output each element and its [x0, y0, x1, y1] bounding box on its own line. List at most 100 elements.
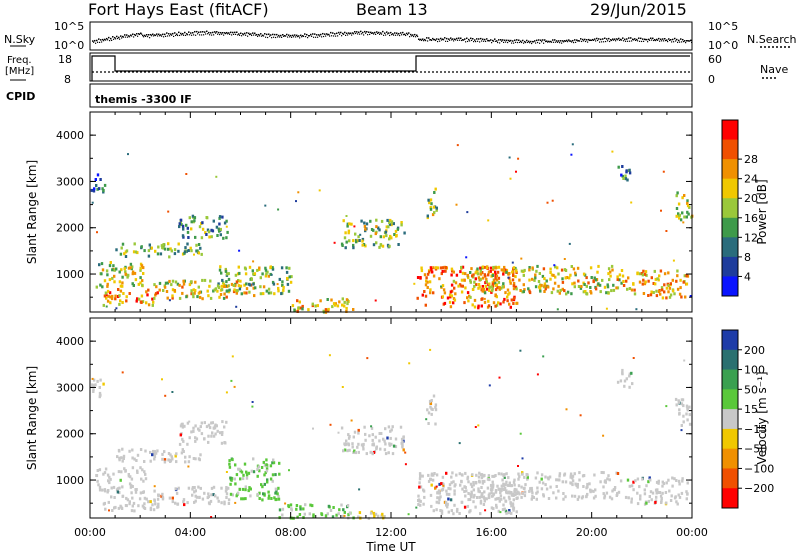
- velocity-cell: [483, 479, 486, 483]
- power-cell: [214, 287, 218, 291]
- velocity-cell: [624, 495, 628, 499]
- velocity-cell: [200, 421, 203, 425]
- velocity-cell: [118, 449, 121, 453]
- power-cell: [543, 282, 547, 286]
- power-cell: [163, 285, 167, 289]
- power-cell: [535, 269, 538, 273]
- nsky-point: [178, 31, 180, 34]
- nsky-point: [552, 39, 554, 41]
- nsearch-point: [229, 33, 231, 35]
- power-cell: [577, 285, 581, 288]
- nsky-point: [602, 38, 604, 40]
- power-cell: [101, 285, 104, 289]
- velocity-cell: [182, 500, 185, 504]
- power-cell: [326, 298, 329, 301]
- nsearch-point: [285, 35, 287, 37]
- nsky-point: [502, 39, 504, 41]
- nsearch-point: [369, 33, 371, 35]
- velocity-cell: [643, 492, 647, 496]
- nsearch-point: [213, 34, 215, 36]
- power-cell: [683, 215, 686, 219]
- power-cell: [435, 208, 438, 212]
- velocity-cell: [427, 479, 431, 483]
- power-cell: [288, 266, 291, 270]
- velocity-cell: [511, 504, 515, 508]
- nsearch-point: [167, 35, 169, 37]
- nsearch-point: [685, 42, 687, 44]
- velocity-cell: [419, 503, 422, 507]
- velocity-cell: [514, 493, 517, 497]
- velocity-cell: [671, 476, 674, 480]
- nsearch-point: [599, 41, 601, 43]
- power-cell: [571, 143, 574, 146]
- nsky-point: [334, 33, 336, 35]
- power-cell: [112, 264, 115, 268]
- nsky-point: [228, 32, 230, 34]
- velocity-cell: [460, 480, 463, 484]
- power-cell: [120, 268, 123, 272]
- velocity-cell: [445, 503, 448, 507]
- velocity-cell: [225, 492, 229, 496]
- power-cell: [620, 281, 623, 285]
- velocity-cell: [372, 511, 376, 515]
- nsearch-point: [483, 40, 485, 42]
- power-cell: [225, 219, 228, 223]
- velocity-cell: [657, 479, 660, 483]
- velocity-cell: [472, 500, 475, 504]
- power-cell: [186, 242, 189, 246]
- power-cell: [184, 246, 187, 250]
- nsky-point: [144, 34, 146, 37]
- nsky-point: [532, 40, 534, 43]
- velocity-cell: [474, 481, 478, 485]
- velocity-cell: [379, 447, 382, 451]
- power-cell: [222, 283, 226, 287]
- velocity-cell: [673, 477, 676, 481]
- velocity-cell: [107, 500, 110, 504]
- velocity-cell: [374, 435, 377, 439]
- velocity-cell: [109, 477, 112, 481]
- velocity-cell: [502, 482, 505, 486]
- nsearch-point: [539, 42, 541, 44]
- power-cell: [552, 287, 555, 291]
- nsearch-point: [209, 34, 211, 36]
- power-cell: [647, 294, 650, 297]
- nsearch-point: [655, 39, 657, 42]
- power-cell: [470, 267, 473, 271]
- power-cell: [427, 198, 430, 202]
- velocity-cell: [176, 502, 180, 506]
- power-cell: [223, 221, 227, 225]
- power-cell: [341, 303, 344, 307]
- nsearch-point: [537, 41, 539, 44]
- velocity-cell: [500, 497, 503, 501]
- nsky-point: [594, 38, 596, 40]
- power-cell: [439, 266, 443, 270]
- power-cell: [601, 278, 604, 282]
- nsky-point: [124, 34, 126, 36]
- power-cell: [350, 222, 353, 226]
- power-cell: [549, 267, 552, 271]
- power-cell: [390, 223, 393, 227]
- nsearch-point: [377, 32, 379, 35]
- power-cell: [271, 280, 275, 284]
- power-cell: [119, 252, 123, 256]
- power-cell: [625, 279, 628, 283]
- velocity-cell: [370, 425, 373, 428]
- velocity-cell: [92, 388, 95, 392]
- power-cell: [235, 291, 238, 295]
- velocity-cell: [134, 488, 137, 492]
- power-cell: [158, 288, 161, 292]
- power-cell: [610, 289, 613, 293]
- power-cell: [141, 283, 144, 287]
- power-cell: [153, 283, 156, 287]
- velocity-cell: [434, 405, 437, 409]
- power-cell: [479, 266, 482, 270]
- power-cell: [290, 275, 293, 279]
- velocity-cell: [523, 475, 526, 479]
- power-cell: [388, 222, 392, 226]
- power-cell: [253, 294, 256, 298]
- velocity-cell: [645, 484, 648, 488]
- power-cell: [512, 266, 516, 270]
- nsearch-point: [247, 35, 249, 37]
- power-cell: [218, 268, 222, 272]
- power-cell: [114, 294, 117, 298]
